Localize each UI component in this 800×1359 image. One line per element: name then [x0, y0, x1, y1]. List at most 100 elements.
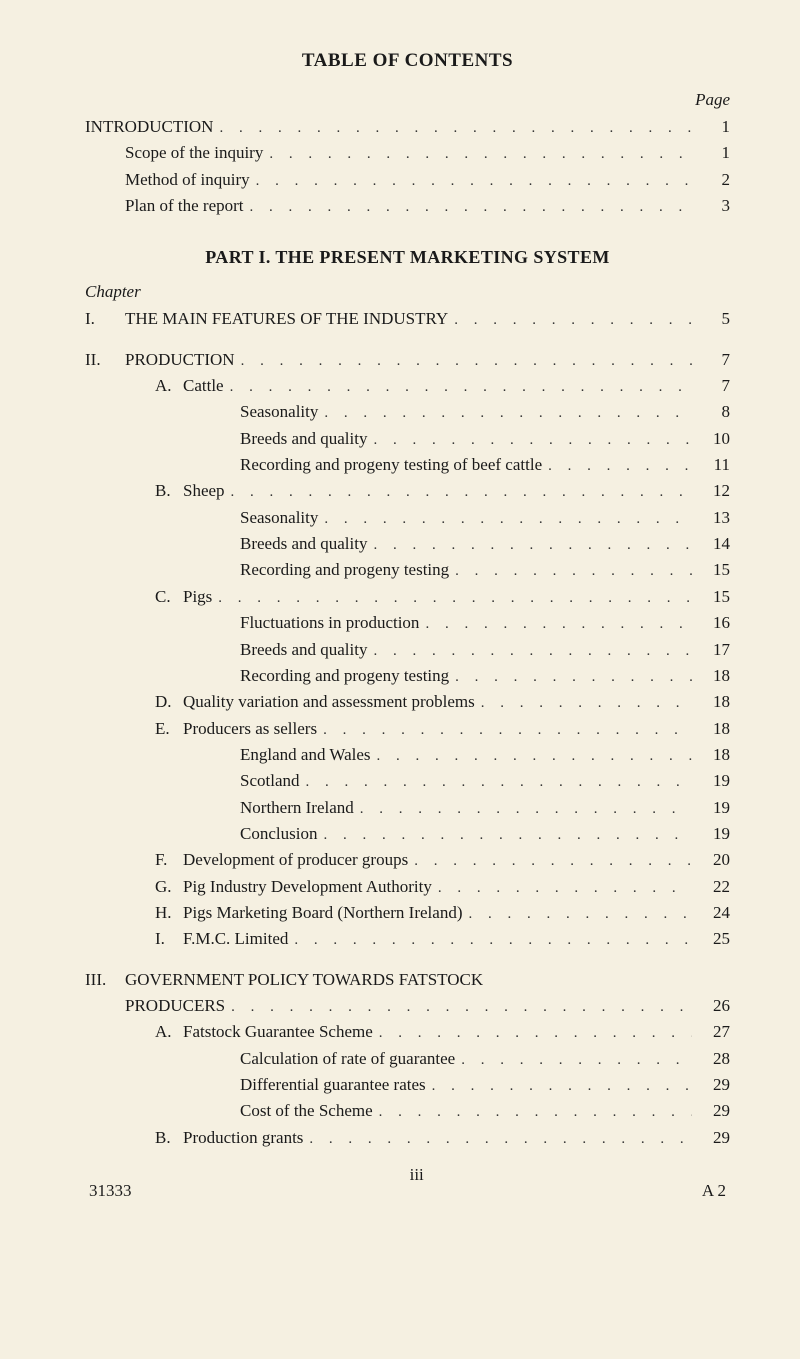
- sub-title: Quality variation and assessment problem…: [183, 692, 475, 711]
- alpha-letter: A.: [155, 1019, 183, 1045]
- toc-label: Breeds and quality: [240, 531, 367, 557]
- toc-label: Cost of the Scheme: [240, 1098, 373, 1124]
- page: TABLE OF CONTENTS Page INTRODUCTION . . …: [0, 0, 800, 1359]
- toc-page: 5: [698, 306, 730, 332]
- toc-row-sub: A.Fatstock Guarantee Scheme . . . . . . …: [85, 1019, 730, 1045]
- toc-row-intro: INTRODUCTION . . . . . . . . . . . . . .…: [85, 114, 730, 140]
- toc-page: 17: [698, 637, 730, 663]
- toc-label: H.Pigs Marketing Board (Northern Ireland…: [155, 900, 462, 926]
- dot-leader: . . . . . . . . . . . . . . . . . . . . …: [218, 587, 692, 610]
- toc-label: B.Sheep: [155, 478, 225, 504]
- toc-row-sub: B.Production grants . . . . . . . . . . …: [85, 1125, 730, 1151]
- roman-numeral: II.: [85, 347, 125, 373]
- toc-label: Scope of the inquiry: [125, 140, 263, 166]
- dot-leader: . . . . . . . . . . . . . . . . . . . . …: [230, 376, 692, 399]
- main-title: TABLE OF CONTENTS: [85, 50, 730, 72]
- part-heading: PART I. THE PRESENT MARKETING SYSTEM: [85, 247, 730, 268]
- toc-row: Method of inquiry . . . . . . . . . . . …: [85, 167, 730, 193]
- toc-page: 2: [698, 167, 730, 193]
- dot-leader: . . . . . . . . . . . . . . . . . . . . …: [231, 481, 692, 504]
- toc-label: Method of inquiry: [125, 167, 250, 193]
- alpha-letter: C.: [155, 584, 183, 610]
- toc-label: F.Development of producer groups: [155, 847, 408, 873]
- dot-leader: . . . . . . . . . . . . . . . . . . . . …: [432, 1075, 692, 1098]
- dot-leader: . . . . . . . . . . . . . . . . . . . . …: [468, 903, 692, 926]
- toc-row-sub: C.Pigs . . . . . . . . . . . . . . . . .…: [85, 584, 730, 610]
- toc-row: Seasonality. . . . . . . . . . . . . . .…: [85, 505, 730, 531]
- toc-label: Recording and progeny testing: [240, 557, 449, 583]
- toc-label: Seasonality: [240, 505, 318, 531]
- chapter-label: Chapter: [85, 282, 730, 302]
- toc-row-sub: B.Sheep . . . . . . . . . . . . . . . . …: [85, 478, 730, 504]
- dot-leader: . . . . . . . . . . . . . . . . . . . . …: [548, 455, 692, 478]
- alpha-letter: B.: [155, 1125, 183, 1151]
- toc-row: Plan of the report . . . . . . . . . . .…: [85, 193, 730, 219]
- dot-leader: . . . . . . . . . . . . . . . . . . . . …: [425, 613, 692, 636]
- roman-numeral: I.: [85, 306, 125, 332]
- dot-leader: . . . . . . . . . . . . . . . . . . . . …: [256, 170, 692, 193]
- toc-label: III.GOVERNMENT POLICY TOWARDS FATSTOCK: [85, 967, 483, 993]
- toc-page: 7: [698, 373, 730, 399]
- toc-label: Calculation of rate of guarantee: [240, 1046, 455, 1072]
- dot-leader: . . . . . . . . . . . . . . . . . . . . …: [269, 143, 692, 166]
- toc-row: England and Wales. . . . . . . . . . . .…: [85, 742, 730, 768]
- toc-label: Plan of the report: [125, 193, 244, 219]
- toc-row-sub: D.Quality variation and assessment probl…: [85, 689, 730, 715]
- toc-row: Scotland. . . . . . . . . . . . . . . . …: [85, 768, 730, 794]
- toc-page: 24: [698, 900, 730, 926]
- toc-page: 18: [698, 716, 730, 742]
- dot-leader: . . . . . . . . . . . . . . . . . . . . …: [438, 877, 692, 900]
- toc-row: Conclusion. . . . . . . . . . . . . . . …: [85, 821, 730, 847]
- dot-leader: . . . . . . . . . . . . . . . . . . . . …: [481, 692, 692, 715]
- toc-label: I.F.M.C. Limited: [155, 926, 288, 952]
- toc-row: Cost of the Scheme. . . . . . . . . . . …: [85, 1098, 730, 1124]
- dot-leader: . . . . . . . . . . . . . . . . . . . . …: [306, 771, 693, 794]
- toc-page: 26: [698, 993, 730, 1019]
- alpha-letter: B.: [155, 478, 183, 504]
- alpha-letter: I.: [155, 926, 183, 952]
- sub-title: Development of producer groups: [183, 850, 408, 869]
- toc-row-sub: F.Development of producer groups . . . .…: [85, 847, 730, 873]
- chapter-title: GOVERNMENT POLICY TOWARDS FATSTOCK: [125, 970, 483, 989]
- sub-title: Pig Industry Development Authority: [183, 877, 432, 896]
- toc-page: 14: [698, 531, 730, 557]
- dot-leader: . . . . . . . . . . . . . . . . . . . . …: [454, 309, 692, 332]
- dot-leader: . . . . . . . . . . . . . . . . . . . . …: [309, 1128, 692, 1151]
- toc-row: Breeds and quality. . . . . . . . . . . …: [85, 637, 730, 663]
- dot-leader: . . . . . . . . . . . . . . . . . . . . …: [323, 824, 692, 847]
- toc-row-chapter-cont: PRODUCERS . . . . . . . . . . . . . . . …: [85, 993, 730, 1019]
- toc-page: 18: [698, 689, 730, 715]
- alpha-letter: G.: [155, 874, 183, 900]
- toc-label: G.Pig Industry Development Authority: [155, 874, 432, 900]
- sub-title: Pigs: [183, 587, 212, 606]
- toc-label: E.Producers as sellers: [155, 716, 317, 742]
- toc-page: 19: [698, 795, 730, 821]
- alpha-letter: E.: [155, 716, 183, 742]
- toc-page: 22: [698, 874, 730, 900]
- alpha-letter: A.: [155, 373, 183, 399]
- toc-page: 1: [698, 114, 730, 140]
- toc-row-sub: G.Pig Industry Development Authority . .…: [85, 874, 730, 900]
- dot-leader: . . . . . . . . . . . . . . . . . . . . …: [231, 996, 692, 1019]
- spacer: [85, 953, 730, 967]
- toc-page: 29: [698, 1125, 730, 1151]
- toc-page: 10: [698, 426, 730, 452]
- toc-label: II.PRODUCTION: [85, 347, 235, 373]
- page-footer: 31333 iii A 2: [85, 1181, 730, 1201]
- sub-title: Pigs Marketing Board (Northern Ireland): [183, 903, 462, 922]
- chapter-title: PRODUCTION: [125, 350, 235, 369]
- toc-row: Fluctuations in production. . . . . . . …: [85, 610, 730, 636]
- dot-leader: . . . . . . . . . . . . . . . . . . . . …: [373, 429, 692, 452]
- toc-label: Seasonality: [240, 399, 318, 425]
- dot-leader: . . . . . . . . . . . . . . . . . . . . …: [250, 196, 693, 219]
- dot-leader: . . . . . . . . . . . . . . . . . . . . …: [377, 745, 692, 768]
- toc-label: Breeds and quality: [240, 637, 367, 663]
- dot-leader: . . . . . . . . . . . . . . . . . . . . …: [241, 350, 692, 373]
- chapter-title: THE MAIN FEATURES OF THE INDUSTRY: [125, 309, 448, 328]
- toc-label: INTRODUCTION: [85, 114, 213, 140]
- alpha-letter: F.: [155, 847, 183, 873]
- toc-label: B.Production grants: [155, 1125, 303, 1151]
- toc-page: 19: [698, 821, 730, 847]
- toc-row-sub: I.F.M.C. Limited . . . . . . . . . . . .…: [85, 926, 730, 952]
- toc-row-chapter: II.PRODUCTION . . . . . . . . . . . . . …: [85, 347, 730, 373]
